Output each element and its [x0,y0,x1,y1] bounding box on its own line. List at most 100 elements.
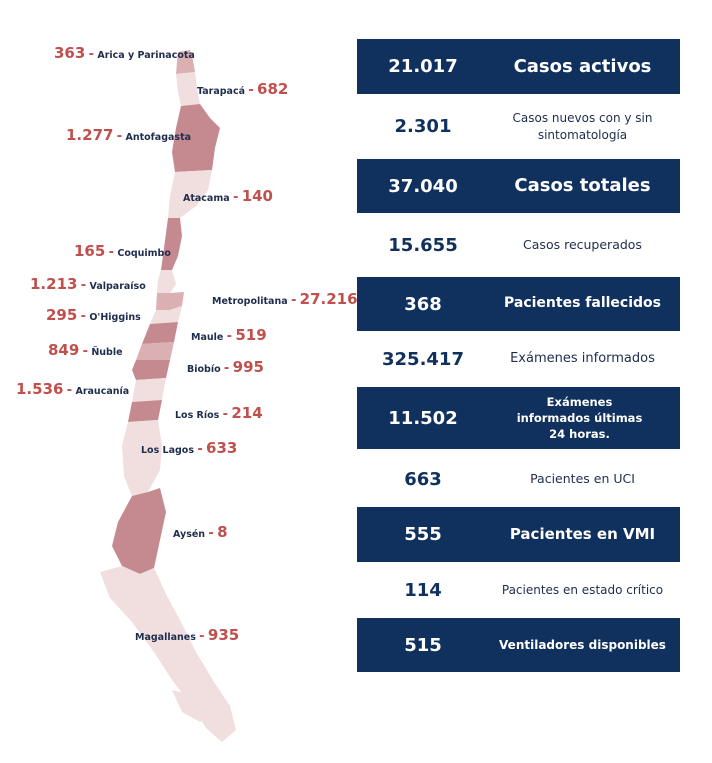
region-shape-araucania [132,378,166,402]
chile-region-map: 363 - Arica y Parinacota Tarapacá - 682 … [0,0,358,763]
stat-ventiladores: 515 Ventiladores disponibles [357,618,680,672]
region-shape-magallanes-islands [172,690,214,722]
region-value: 165 [74,242,106,260]
region-shape-tarapaca [176,72,200,106]
stat-examenes-informados: 325.417 Exámenes informados [357,336,680,382]
stat-label: Casos activos [513,55,652,77]
stat-label: Casos recuperados [523,237,642,253]
region-shape-loslagos [122,420,162,496]
region-shape-maule [142,322,178,344]
region-shape-ohiggins [150,306,182,324]
stat-label: Pacientes en UCI [530,471,635,487]
stat-label: Exámenes informados últimas 24 horas. [516,394,643,442]
region-value: 995 [232,358,264,376]
stat-label: Pacientes en estado crítico [501,582,664,597]
stat-value: 663 [404,468,442,490]
stat-label: Ventiladores disponibles [499,637,666,652]
region-shape-aysen [112,488,166,574]
region-name: Biobío [187,364,221,375]
region-name: Antofagasta [125,132,192,143]
region-label-loslagos: Los Lagos - 633 [141,439,238,457]
region-value: 1.213 [30,275,78,293]
region-name: Los Lagos [141,445,194,456]
stat-casos-recuperados: 15.655 Casos recuperados [357,218,680,272]
stat-casos-totales: 37.040 Casos totales [357,159,680,213]
region-shape-valparaiso [157,270,176,293]
region-value: 8 [217,523,228,541]
region-shape-nuble [136,342,174,360]
region-value: 1.277 [66,126,114,144]
region-value: 519 [235,326,267,344]
region-name: Valparaíso [89,281,146,292]
region-name: Araucanía [75,386,130,397]
region-shape-coquimbo [161,218,182,270]
stat-value: 114 [404,579,442,601]
region-name: Tarapacá [197,86,246,97]
stat-value: 368 [404,293,442,315]
region-value: 363 [54,44,86,62]
region-label-arica: 363 - Arica y Parinacota [54,44,195,62]
stat-label: Casos totales [514,175,651,197]
region-label-araucania: 1.536 - Araucanía [16,380,130,398]
region-label-ohiggins: 295 - O'Higgins [46,306,141,324]
region-label-antofagasta: 1.277 - Antofagasta [66,126,192,144]
stat-casos-nuevos: 2.301 Casos nuevos con y sin sintomatolo… [357,99,680,154]
stat-casos-activos: 21.017 Casos activos [357,39,680,94]
region-label-metropolitana: Metropolitana - 27.216 [212,290,358,308]
region-label-valparaiso: 1.213 - Valparaíso [30,275,146,293]
stat-value: 555 [404,524,442,545]
stat-value: 2.301 [394,116,452,137]
region-label-tarapaca: Tarapacá - 682 [197,80,289,98]
region-shape-biobio [132,360,170,380]
stat-label: Casos nuevos con y sin sintomatología [512,110,653,142]
region-label-biobio: Biobío - 995 [187,358,264,376]
stat-label: Pacientes en VMI [509,525,656,543]
region-value: 27.216 [299,290,358,308]
stat-pacientes-fallecidos: 368 Pacientes fallecidos [357,277,680,331]
stat-estado-critico: 114 Pacientes en estado crítico [357,566,680,614]
region-label-aysen: Aysén - 8 [173,523,228,541]
stat-value: 515 [404,634,442,656]
stat-value: 15.655 [388,234,458,256]
region-value: 935 [207,626,240,644]
region-name: Atacama [183,193,230,204]
chile-map-shape [100,50,236,742]
region-shape-arica [176,50,195,74]
region-value: 140 [241,187,273,205]
region-value: 1.536 [16,380,64,398]
region-label-coquimbo: 165 - Coquimbo [74,242,171,260]
stat-value: 325.417 [382,348,464,370]
region-name: Magallanes [135,632,196,643]
region-name: Los Ríos [175,410,220,421]
stat-label: Exámenes informados [510,350,655,366]
region-name: Maule [191,332,224,343]
region-name: Coquimbo [117,248,171,259]
stat-pacientes-uci: 663 Pacientes en UCI [357,454,680,504]
region-name: Metropolitana [212,296,288,307]
region-value: 682 [257,80,289,98]
region-name: O'Higgins [89,312,141,323]
region-value: 214 [231,404,263,422]
region-name: Aysén [173,529,206,540]
region-value: 295 [46,306,78,324]
region-label-maule: Maule - 519 [191,326,267,344]
stat-value: 37.040 [388,175,458,197]
stat-pacientes-vmi: 555 Pacientes en VMI [357,507,680,562]
region-label-nuble: 849 - Ñuble [48,341,123,359]
region-name: Ñuble [91,347,123,358]
region-label-magallanes: Magallanes - 935 [135,626,240,644]
region-shape-metropolitana [156,292,184,310]
stat-value: 11.502 [388,407,458,429]
region-value: 633 [206,439,238,457]
region-shape-antofagasta [172,104,220,172]
stat-examenes-24h: 11.502 Exámenes informados últimas 24 ho… [357,387,680,449]
region-label-losrios: Los Ríos - 214 [175,404,263,422]
stat-value: 21.017 [388,56,458,77]
region-label-atacama: Atacama - 140 [183,187,273,205]
region-shape-magallanes [100,566,236,742]
region-shape-atacama [168,170,212,218]
region-name: Arica y Parinacota [97,50,195,61]
region-value: 849 [48,341,80,359]
region-shape-losrios [128,400,162,422]
stat-label: Pacientes fallecidos [504,295,661,312]
